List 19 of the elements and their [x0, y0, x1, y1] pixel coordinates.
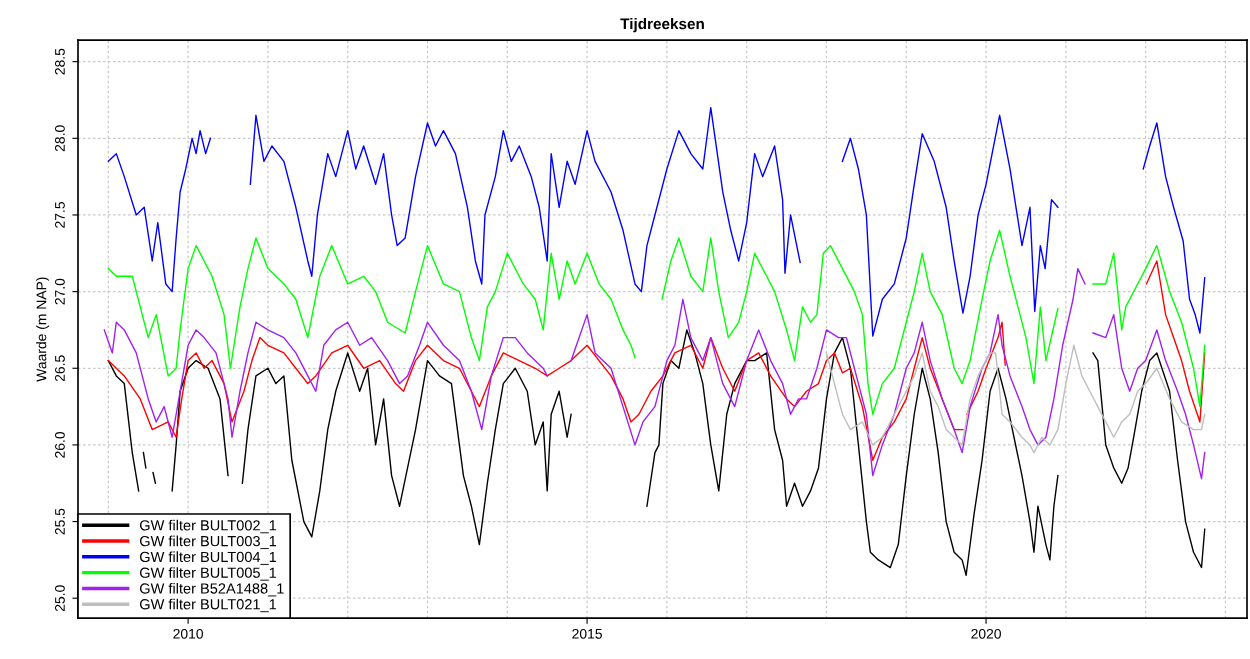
legend-label: GW filter BULT003_1 [139, 535, 277, 550]
y-tick-label: 27.0 [55, 278, 65, 305]
y-tick-label: 25.5 [55, 508, 65, 535]
y-tick-label: 27.5 [55, 202, 65, 228]
legend-label: GW filter BULT005_1 [139, 567, 277, 581]
legend-label: GW filter BULT021_1 [139, 598, 277, 613]
x-tick-label: 2020 [971, 628, 1001, 639]
y-axis-title: Waarde (m NAP) [36, 277, 50, 382]
y-tick-label: 25.0 [55, 585, 65, 612]
y-tick-label: 28.5 [55, 48, 65, 75]
y-tick-label: 28.0 [55, 125, 65, 152]
legend-label: GW filter BULT002_1 [139, 519, 277, 534]
y-tick-label: 26.0 [55, 431, 65, 458]
chart-title: Tijdreeksen [620, 18, 704, 33]
y-tick-label: 26.5 [55, 355, 65, 382]
legend-label: GW filter BULT004_1 [139, 551, 277, 565]
x-tick-label: 2015 [572, 628, 602, 639]
x-tick-label: 2010 [173, 628, 204, 639]
legend-label: GW filter B52A1488_1 [139, 582, 284, 597]
